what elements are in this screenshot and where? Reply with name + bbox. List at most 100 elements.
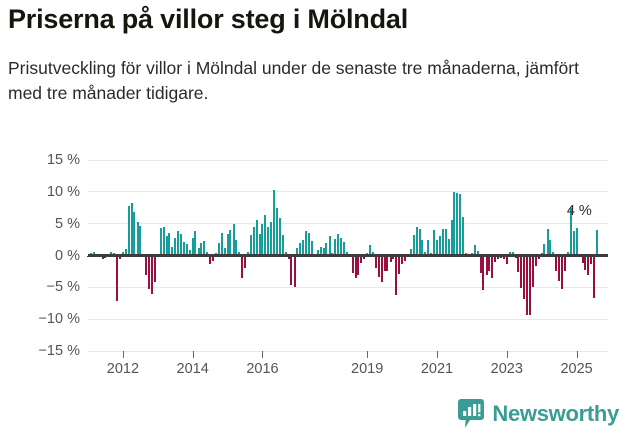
bar (447, 238, 450, 256)
bar (555, 255, 558, 272)
x-axis-tick-label: 2016 (246, 361, 279, 377)
y-axis-labels: 15 % 10 % 5 % 0 % −5 % −10 % −15 % (0, 153, 80, 358)
bar (319, 246, 322, 256)
bar (119, 255, 122, 260)
y-axis-tick-label: 5 % (55, 215, 80, 232)
gridline (88, 318, 608, 320)
bar (450, 219, 453, 256)
bar (476, 251, 479, 256)
bar (188, 249, 191, 256)
bar (479, 255, 482, 273)
bar (287, 255, 290, 259)
bar (529, 255, 532, 316)
bar (145, 255, 148, 275)
bar (325, 242, 328, 256)
bar (566, 251, 569, 256)
bar (267, 226, 270, 256)
bar (203, 240, 206, 256)
bar (305, 230, 308, 256)
bar (488, 255, 491, 271)
bar (174, 238, 177, 256)
bar (121, 252, 124, 256)
bar (360, 255, 363, 263)
brand-footer: Newsworthy (458, 399, 619, 429)
gridline (88, 159, 608, 161)
bar (593, 255, 596, 299)
bar (546, 229, 549, 256)
bar (270, 221, 273, 256)
gridline (88, 191, 608, 193)
bar (386, 255, 389, 271)
bar (435, 240, 438, 256)
bar (92, 251, 95, 256)
bar (581, 255, 584, 263)
bar (168, 232, 171, 256)
bar (418, 229, 421, 256)
x-axis-tick (436, 351, 438, 358)
bar (124, 249, 127, 256)
x-axis-tick-label: 2014 (176, 361, 209, 377)
bar (197, 248, 200, 256)
bar (438, 236, 441, 256)
bar (377, 255, 380, 278)
bar (273, 189, 275, 256)
bar (185, 244, 188, 256)
bar (517, 255, 520, 273)
bar (401, 255, 404, 264)
bar (491, 255, 494, 279)
bar (508, 252, 511, 256)
page-title: Priserna på villor steg i Mölndal (8, 4, 409, 34)
bar (520, 255, 523, 288)
bar (569, 207, 572, 256)
bar (453, 192, 456, 256)
bar (415, 226, 418, 256)
bar (296, 247, 299, 256)
bar (459, 194, 462, 256)
bar (235, 239, 238, 256)
y-axis-tick-label: −15 % (38, 342, 80, 359)
bar (328, 235, 331, 256)
bar (587, 255, 590, 276)
bar (395, 255, 398, 295)
y-axis-tick-label: −10 % (38, 310, 80, 327)
bar (278, 217, 281, 256)
bar (290, 255, 293, 285)
x-axis-tick-label: 2023 (490, 361, 523, 377)
bar (424, 251, 427, 256)
bar (505, 255, 508, 264)
page-subtitle: Prisutveckling för villor i Mölndal unde… (8, 58, 579, 104)
bar (380, 255, 383, 282)
x-axis-tick-label: 2025 (560, 361, 593, 377)
bar (258, 234, 261, 256)
bar (284, 252, 287, 256)
bar (511, 251, 514, 256)
bar (180, 234, 183, 256)
bar (159, 228, 162, 256)
x-axis-tick-label: 2021 (420, 361, 454, 377)
bar (552, 251, 555, 256)
bar (217, 242, 220, 256)
bar (374, 255, 377, 269)
bar (398, 255, 401, 274)
bar (482, 255, 485, 290)
bar (560, 255, 563, 290)
bar (148, 255, 151, 290)
x-axis-tick (367, 351, 369, 358)
y-axis-tick-label: 0 % (55, 247, 80, 264)
bar (403, 255, 406, 262)
bar (316, 250, 319, 256)
bar (543, 244, 546, 256)
bar (223, 247, 226, 256)
bar (342, 242, 345, 256)
bar (345, 252, 348, 256)
bar (357, 255, 360, 275)
bar (206, 251, 209, 256)
bar (154, 255, 156, 282)
bar (368, 244, 371, 256)
bar (427, 240, 430, 256)
bar (171, 246, 174, 256)
y-axis-tick-label: 15 % (46, 151, 80, 168)
bar (412, 235, 415, 256)
bar (130, 203, 133, 256)
